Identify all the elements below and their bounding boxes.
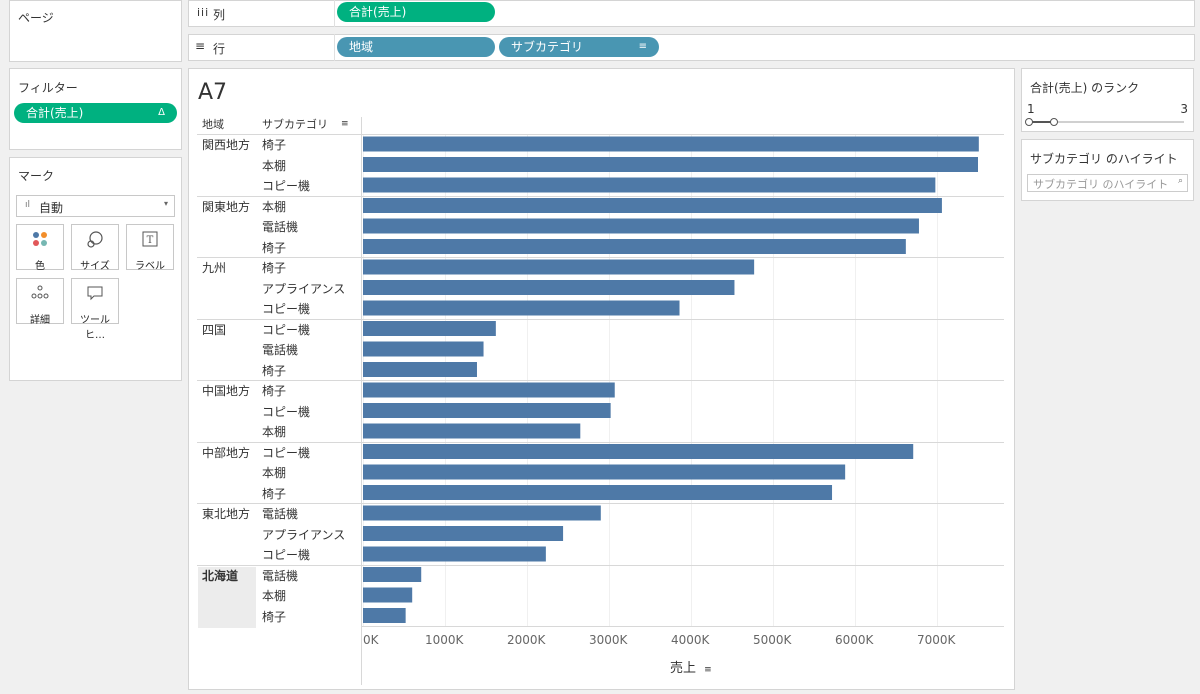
sheet-title: A7 — [198, 80, 228, 105]
subcategory-header[interactable]: 椅子 — [262, 384, 287, 398]
subcategory-header[interactable]: コピー機 — [262, 322, 311, 337]
rank-filter-card: 合計(売上) のランク 1 3 — [1021, 68, 1194, 132]
group-separator — [197, 380, 1004, 381]
group-separator — [197, 441, 1004, 443]
svg-text:T: T — [147, 235, 154, 246]
mark-type-dropdown[interactable]: ıl 自動 ▾ — [16, 195, 175, 217]
subcategory-header[interactable]: コピー機 — [262, 179, 311, 193]
subcategory-header[interactable]: コピー機 — [262, 302, 311, 316]
label-button[interactable]: T ラベル — [126, 224, 174, 272]
color-button[interactable]: 色 — [16, 224, 64, 272]
group-separator — [361, 626, 1004, 627]
subcategory-header[interactable]: コピー機 — [262, 548, 311, 562]
size-icon — [72, 231, 118, 255]
columns-pill-sales[interactable]: 合計(売上) — [337, 2, 495, 22]
rank-slider-track[interactable] — [1028, 121, 1184, 123]
subcategory-header[interactable]: アプライアンス — [262, 281, 346, 296]
x-tick-label: 0K — [363, 633, 379, 647]
region-header[interactable]: 関東地方 — [202, 199, 251, 214]
subcategory-header[interactable]: 椅子 — [262, 138, 287, 152]
axis-sort-icon: ≡ — [704, 665, 712, 675]
subcategory-header[interactable]: 電話機 — [262, 507, 299, 521]
chevron-down-icon: ▾ — [163, 199, 168, 208]
x-tick-label: 5000K — [753, 633, 792, 647]
region-header[interactable]: 四国 — [202, 322, 227, 337]
pages-shelf[interactable]: ページ — [9, 0, 182, 62]
columns-icon: iii — [197, 6, 210, 19]
rows-label: 行 — [213, 42, 226, 56]
rank-slider-fill — [1030, 121, 1054, 123]
region-header[interactable]: 東北地方 — [202, 507, 251, 521]
color-icon — [17, 231, 63, 255]
rows-pill-subcategory[interactable]: サブカテゴリ ≡ — [499, 37, 659, 57]
columns-label: 列 — [213, 8, 226, 22]
sheet-view — [188, 68, 1015, 690]
region-header[interactable]: 北海道 — [198, 566, 256, 628]
subcategory-header[interactable]: 本棚 — [262, 466, 287, 480]
x-tick-label: 4000K — [671, 633, 710, 647]
filters-title: フィルター — [18, 81, 78, 95]
rows-pill-region[interactable]: 地域 — [337, 37, 495, 57]
subcategory-header[interactable]: コピー機 — [262, 404, 311, 419]
header-sort-icon[interactable]: ≡ — [341, 119, 349, 129]
detail-button[interactable]: 詳細 — [16, 278, 64, 326]
subcategory-header[interactable]: 本棚 — [262, 425, 287, 439]
region-header[interactable]: 中部地方 — [202, 445, 251, 460]
x-tick-label: 1000K — [425, 633, 464, 647]
subcategory-header[interactable]: コピー機 — [262, 445, 311, 460]
rows-icon: ≡ — [195, 39, 206, 53]
x-axis-title[interactable]: 売上 ≡ — [670, 661, 712, 676]
size-button[interactable]: サイズ — [71, 224, 119, 272]
x-tick-label: 2000K — [507, 633, 546, 647]
detail-icon — [17, 285, 63, 309]
x-tick-label: 6000K — [835, 633, 874, 647]
group-separator — [197, 564, 1004, 566]
highlight-title: サブカテゴリ のハイライト — [1030, 152, 1178, 166]
subcategory-header[interactable]: 椅子 — [262, 363, 287, 378]
group-separator — [197, 503, 1004, 504]
bar-chart-icon: ıl — [25, 200, 31, 210]
tooltip-icon — [72, 285, 118, 309]
subcategory-header[interactable]: 椅子 — [262, 609, 287, 624]
x-tick-label: 7000K — [917, 633, 956, 647]
subcategory-header[interactable]: 椅子 — [262, 261, 287, 275]
subcategory-header[interactable]: 電話機 — [262, 220, 299, 234]
rank-filter-title: 合計(売上) のランク — [1030, 81, 1140, 95]
highlight-search-input[interactable]: サブカテゴリ のハイライト ⌕ — [1027, 174, 1188, 192]
subcategory-header[interactable]: アプライアンス — [262, 527, 346, 542]
rank-max: 3 — [1180, 102, 1188, 116]
subcategory-header[interactable]: 電話機 — [262, 343, 299, 357]
highlight-card: サブカテゴリ のハイライト サブカテゴリ のハイライト ⌕ — [1021, 139, 1194, 201]
search-icon: ⌕ — [1177, 176, 1183, 186]
group-separator — [197, 257, 1004, 258]
pane-divider — [361, 117, 362, 685]
region-header[interactable]: 関西地方 — [202, 138, 251, 152]
marks-title: マーク — [18, 169, 55, 183]
rank-min: 1 — [1027, 102, 1035, 116]
tooltip-button[interactable]: ツールヒ… — [71, 278, 119, 341]
x-tick-label: 3000K — [589, 633, 628, 647]
subcategory-header[interactable]: 電話機 — [262, 568, 299, 583]
pages-label: ページ — [18, 11, 54, 25]
subcategory-header[interactable]: 本棚 — [262, 199, 287, 214]
rank-slider-handle-max[interactable] — [1050, 118, 1058, 126]
region-header[interactable]: 中国地方 — [202, 384, 251, 398]
filter-pill-sales[interactable]: 合計(売上) Δ — [14, 103, 177, 123]
subcategory-header[interactable]: 椅子 — [262, 486, 287, 501]
text-icon: T — [127, 231, 173, 255]
group-separator — [197, 134, 1004, 135]
group-separator — [197, 318, 1004, 320]
header-region: 地域 — [202, 118, 224, 131]
subcategory-header[interactable]: 本棚 — [262, 589, 287, 603]
delta-icon: Δ — [158, 107, 165, 118]
subcategory-header[interactable]: 本棚 — [262, 158, 287, 173]
rank-slider-handle-min[interactable] — [1025, 118, 1033, 126]
group-separator — [197, 195, 1004, 197]
region-header[interactable]: 九州 — [202, 261, 227, 275]
sort-icon: ≡ — [638, 41, 647, 52]
subcategory-header[interactable]: 椅子 — [262, 240, 287, 255]
